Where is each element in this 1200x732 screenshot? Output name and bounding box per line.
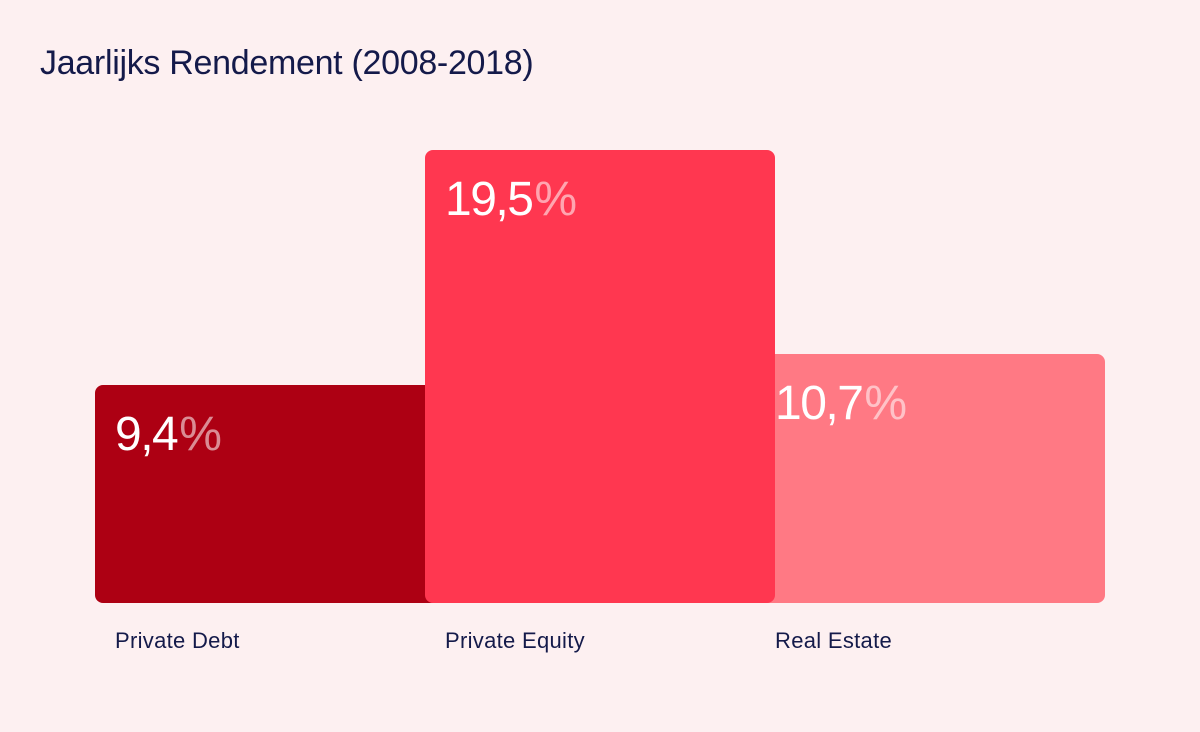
bar-value-label: 9,4% [115,407,222,462]
category-label: Private Debt [115,628,240,653]
bar-private-debt: 9,4% [95,385,445,603]
bar-value-number: 9,4 [115,408,179,461]
bar-value-number: 19,5 [445,173,534,226]
bar-real-estate: 10,7% [755,354,1105,603]
bar-private-equity: 19,5% [425,150,775,603]
category-label: Real Estate [775,628,893,653]
bar-value-unit: % [864,377,907,430]
bar-value-label: 10,7% [775,376,907,431]
category-label: Private Equity [445,628,585,653]
bar-value-unit: % [179,408,222,461]
bar-value-unit: % [534,173,577,226]
bar-value-label: 19,5% [445,172,577,227]
chart-title: Jaarlijks Rendement (2008-2018) [40,44,534,82]
bar-value-number: 10,7 [775,377,864,430]
